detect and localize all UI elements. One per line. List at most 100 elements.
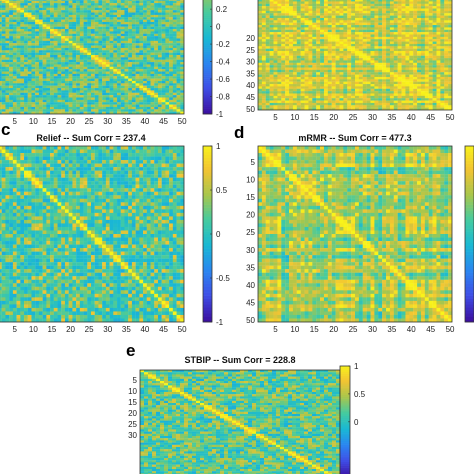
heatmap-cell [289, 17, 294, 21]
heatmap-cell [323, 36, 328, 40]
heatmap-cell [165, 76, 170, 79]
heatmap-cell [165, 57, 170, 60]
heatmap-cell [64, 83, 69, 86]
heatmap-cell [42, 95, 47, 98]
heatmap-cell [135, 0, 140, 1]
heatmap-cell [296, 84, 301, 87]
heatmap-cell [285, 43, 290, 47]
heatmap-cell [98, 92, 103, 96]
heatmap-cell [143, 106, 147, 110]
heatmap-cell [378, 107, 383, 111]
heatmap-cell [386, 84, 391, 87]
heatmap-cell [139, 104, 144, 108]
heatmap-cell [176, 55, 181, 58]
heatmap-cell [358, 10, 363, 14]
heatmap-cell [289, 65, 294, 68]
heatmap-cell [157, 76, 162, 79]
heatmap-cell [393, 6, 398, 9]
heatmap-cell [265, 25, 270, 28]
heatmap-cell [5, 66, 10, 70]
heatmap-cell [355, 91, 360, 94]
heatmap-cell [76, 62, 80, 65]
heatmap-cell [358, 0, 363, 2]
heatmap-cell [16, 55, 21, 58]
heatmap-cell [64, 12, 69, 16]
heatmap-cell [128, 47, 133, 51]
heatmap-cell [304, 69, 309, 73]
heatmap-cell [128, 80, 133, 84]
heatmap-cell [323, 43, 328, 47]
heatmap-cell [139, 19, 144, 23]
heatmap-cell [87, 57, 92, 60]
heatmap-cell [180, 76, 185, 79]
heatmap-cell [42, 106, 47, 110]
heatmap-cell [386, 6, 391, 9]
heatmap-cell [285, 0, 290, 2]
heatmap-cell [42, 80, 47, 84]
heatmap-cell [409, 81, 414, 85]
heatmap-cell [46, 0, 51, 1]
heatmap-cell [83, 78, 88, 82]
heatmap-cell [413, 6, 418, 9]
heatmap-cell [64, 109, 69, 112]
heatmap-cell [83, 47, 88, 51]
heatmap-cell [102, 104, 107, 108]
heatmap-cell [42, 24, 47, 27]
heatmap-cell [64, 5, 69, 8]
heatmap-cell [42, 90, 47, 93]
heatmap-cell [24, 104, 28, 108]
heatmap-cell [374, 67, 379, 71]
heatmap-cell [31, 64, 36, 67]
heatmap-cell [292, 69, 297, 73]
heatmap-cell [35, 5, 40, 8]
heatmap-cell [83, 5, 88, 8]
heatmap-cell [358, 36, 363, 40]
heatmap-cell [12, 57, 17, 60]
heatmap-cell [323, 25, 328, 28]
heatmap-cell [366, 74, 371, 78]
heatmap-cell [135, 90, 140, 93]
heatmap-cell [94, 10, 99, 13]
heatmap-cell [327, 15, 332, 19]
heatmap-cell [358, 86, 363, 89]
heatmap-cell [68, 52, 73, 56]
heatmap-cell [362, 93, 367, 96]
heatmap-cell [432, 10, 437, 14]
heatmap-cell [72, 71, 77, 75]
heatmap-cell [68, 97, 73, 100]
heatmap-cell [382, 43, 387, 47]
heatmap-cell [327, 79, 332, 82]
heatmap-cell [397, 3, 402, 7]
heatmap-cell [281, 15, 286, 19]
heatmap-cell [0, 97, 2, 100]
heatmap-cell [444, 36, 449, 40]
heatmap-cell [432, 62, 437, 66]
heatmap-cell [358, 51, 363, 54]
heatmap-cell [343, 0, 348, 2]
heatmap-cell [72, 85, 77, 89]
heatmap-cell [53, 5, 58, 8]
heatmap-cell [323, 69, 328, 73]
heatmap-cell [42, 7, 47, 11]
heatmap-cell [331, 3, 336, 7]
heatmap-cell [335, 36, 340, 40]
heatmap-cell [378, 51, 383, 54]
heatmap-cell [308, 20, 313, 23]
heatmap-cell [420, 100, 425, 104]
heatmap-cell [5, 85, 10, 89]
heatmap-cell [98, 109, 103, 112]
heatmap-cell [261, 79, 266, 82]
heatmap-cell [113, 7, 118, 11]
heatmap-cell [91, 0, 95, 4]
heatmap-cell [386, 65, 391, 68]
heatmap-cell [1, 36, 6, 39]
heatmap-cell [420, 74, 425, 78]
heatmap-cell [436, 32, 441, 35]
heatmap-cell [335, 27, 340, 30]
heatmap-cell [120, 26, 125, 30]
heatmap-cell [382, 25, 387, 28]
heatmap-cell [362, 39, 367, 42]
heatmap-cell [150, 97, 155, 100]
heatmap-cell [76, 14, 80, 18]
heatmap-cell [94, 40, 99, 44]
